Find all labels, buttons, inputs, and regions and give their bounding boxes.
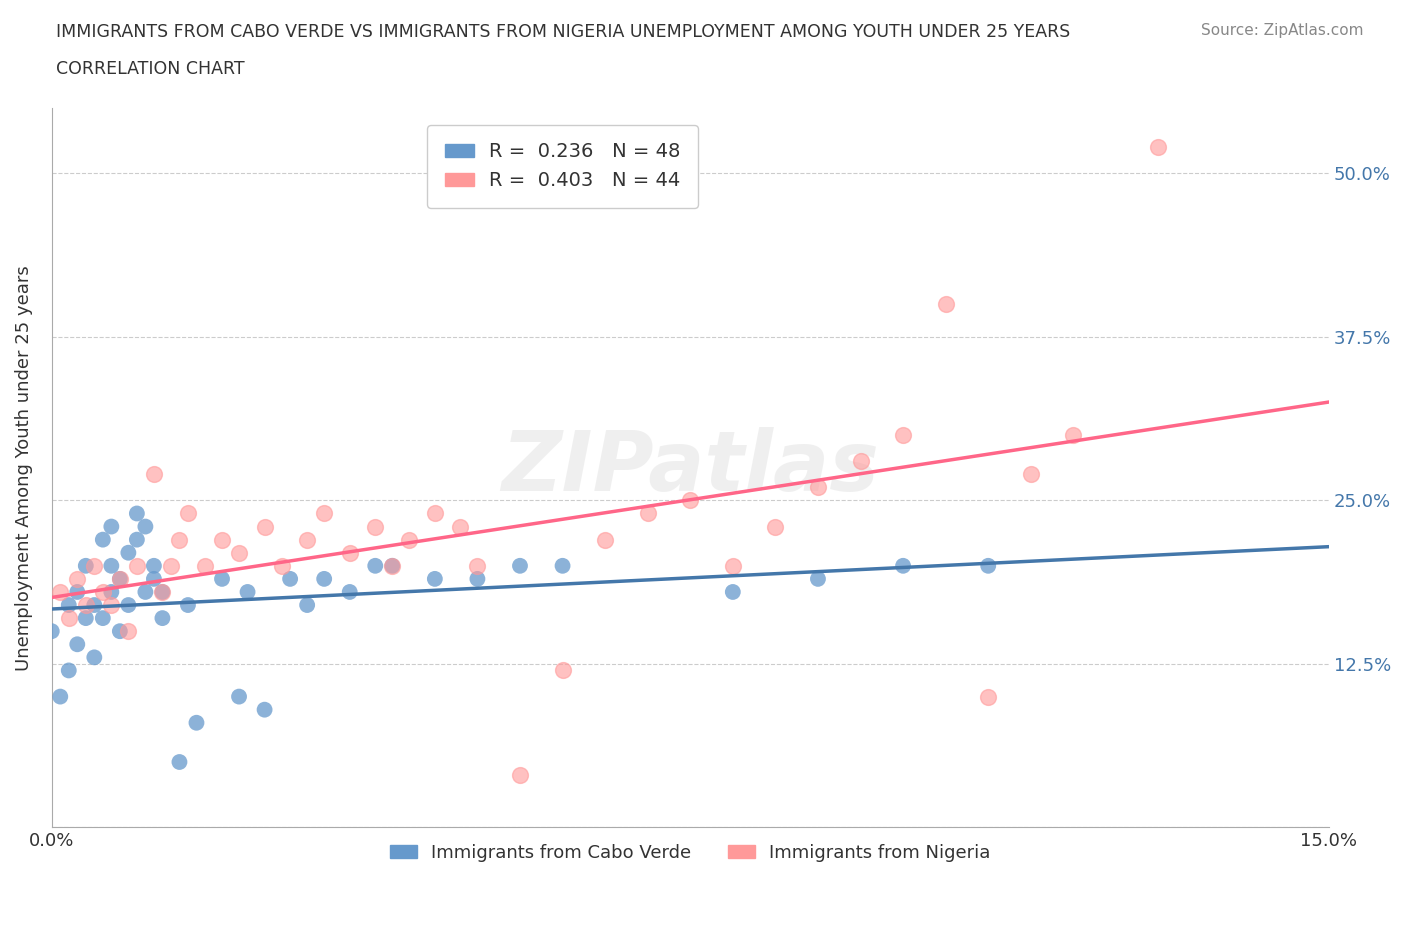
- Point: [891, 558, 914, 573]
- Point: [125, 558, 148, 573]
- Point: [83, 650, 105, 665]
- Point: [228, 545, 250, 560]
- Point: [152, 585, 174, 600]
- Point: [270, 558, 292, 573]
- Point: [339, 545, 361, 560]
- Point: [278, 571, 301, 586]
- Point: [160, 558, 183, 573]
- Point: [364, 519, 387, 534]
- Point: [253, 519, 276, 534]
- Point: [551, 663, 574, 678]
- Point: [100, 598, 122, 613]
- Point: [1019, 467, 1042, 482]
- Point: [398, 532, 420, 547]
- Point: [509, 767, 531, 782]
- Text: CORRELATION CHART: CORRELATION CHART: [56, 60, 245, 78]
- Point: [186, 715, 208, 730]
- Point: [253, 702, 276, 717]
- Point: [58, 663, 80, 678]
- Point: [211, 571, 233, 586]
- Point: [637, 506, 659, 521]
- Point: [211, 532, 233, 547]
- Point: [125, 532, 148, 547]
- Point: [935, 297, 957, 312]
- Point: [423, 571, 446, 586]
- Point: [177, 506, 200, 521]
- Point: [66, 571, 89, 586]
- Point: [100, 585, 122, 600]
- Point: [1062, 428, 1084, 443]
- Point: [381, 558, 404, 573]
- Point: [423, 506, 446, 521]
- Point: [593, 532, 616, 547]
- Point: [721, 585, 744, 600]
- Point: [75, 611, 97, 626]
- Point: [177, 598, 200, 613]
- Point: [977, 558, 1000, 573]
- Point: [509, 558, 531, 573]
- Point: [117, 624, 139, 639]
- Point: [891, 428, 914, 443]
- Point: [100, 558, 122, 573]
- Point: [66, 585, 89, 600]
- Point: [49, 585, 72, 600]
- Point: [169, 754, 191, 769]
- Y-axis label: Unemployment Among Youth under 25 years: Unemployment Among Youth under 25 years: [15, 265, 32, 671]
- Point: [339, 585, 361, 600]
- Point: [108, 571, 131, 586]
- Point: [364, 558, 387, 573]
- Point: [169, 532, 191, 547]
- Point: [125, 506, 148, 521]
- Point: [381, 558, 404, 573]
- Point: [91, 611, 114, 626]
- Point: [66, 637, 89, 652]
- Point: [58, 611, 80, 626]
- Point: [58, 598, 80, 613]
- Point: [75, 598, 97, 613]
- Point: [83, 598, 105, 613]
- Point: [228, 689, 250, 704]
- Point: [108, 571, 131, 586]
- Point: [295, 532, 318, 547]
- Point: [142, 558, 165, 573]
- Point: [721, 558, 744, 573]
- Point: [142, 467, 165, 482]
- Point: [152, 611, 174, 626]
- Point: [41, 624, 63, 639]
- Point: [467, 571, 489, 586]
- Point: [134, 585, 156, 600]
- Point: [679, 493, 702, 508]
- Text: IMMIGRANTS FROM CABO VERDE VS IMMIGRANTS FROM NIGERIA UNEMPLOYMENT AMONG YOUTH U: IMMIGRANTS FROM CABO VERDE VS IMMIGRANTS…: [56, 23, 1070, 41]
- Legend: Immigrants from Cabo Verde, Immigrants from Nigeria: Immigrants from Cabo Verde, Immigrants f…: [382, 836, 998, 869]
- Text: Source: ZipAtlas.com: Source: ZipAtlas.com: [1201, 23, 1364, 38]
- Point: [83, 558, 105, 573]
- Point: [236, 585, 259, 600]
- Point: [807, 480, 830, 495]
- Point: [314, 571, 336, 586]
- Point: [194, 558, 217, 573]
- Point: [75, 558, 97, 573]
- Point: [100, 519, 122, 534]
- Point: [314, 506, 336, 521]
- Point: [91, 532, 114, 547]
- Point: [763, 519, 786, 534]
- Point: [142, 571, 165, 586]
- Point: [467, 558, 489, 573]
- Point: [108, 624, 131, 639]
- Point: [295, 598, 318, 613]
- Point: [117, 598, 139, 613]
- Point: [1147, 140, 1170, 154]
- Point: [551, 558, 574, 573]
- Text: ZIPatlas: ZIPatlas: [502, 427, 879, 508]
- Point: [49, 689, 72, 704]
- Point: [134, 519, 156, 534]
- Point: [117, 545, 139, 560]
- Point: [91, 585, 114, 600]
- Point: [807, 571, 830, 586]
- Point: [449, 519, 471, 534]
- Point: [849, 454, 872, 469]
- Point: [152, 585, 174, 600]
- Point: [977, 689, 1000, 704]
